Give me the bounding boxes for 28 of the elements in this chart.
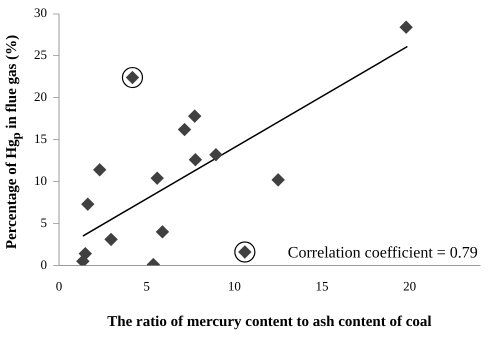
x-tick-label: 15 [316,278,328,294]
y-tick-label: 20 [34,89,47,104]
point [150,172,164,185]
y-tick-label: 25 [34,47,47,62]
x-axis-title: The ratio of mercury content to ash content of coal [107,314,432,330]
x-tick-label: 10 [228,278,241,294]
point [188,110,202,123]
point [400,20,413,34]
y-tick-label: 0 [40,256,47,272]
x-tick-label: 5 [143,278,150,294]
point [78,247,92,260]
point [234,241,256,263]
point [81,198,94,211]
y-tick-label: 5 [40,214,47,230]
point [178,123,192,136]
point [188,153,202,166]
point [156,225,169,238]
point [93,163,106,176]
point [209,148,222,162]
y-tick-label: 15 [34,131,47,146]
x-tick-label: 0 [56,278,62,294]
y-tick-label: 10 [34,172,47,188]
x-tick-label: 20 [403,278,416,294]
point [272,173,285,186]
point [122,66,144,88]
annotation: Correlation coefficient = 0.79 [288,244,478,262]
y-tick-label: 30 [34,5,47,20]
point [104,232,118,246]
